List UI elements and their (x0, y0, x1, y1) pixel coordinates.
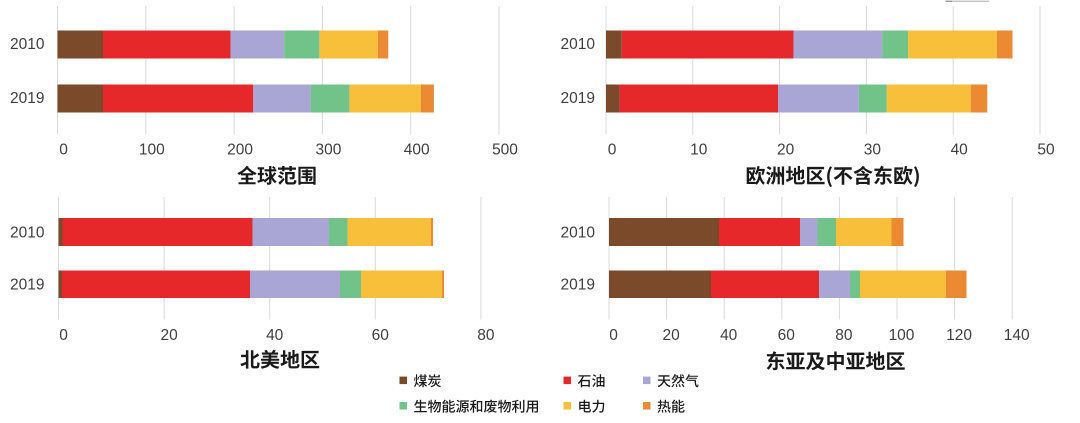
svg-text:2019: 2019 (10, 90, 44, 107)
svg-text:10: 10 (690, 142, 708, 159)
svg-text:120: 120 (946, 327, 972, 344)
svg-text:140: 140 (1004, 327, 1030, 344)
svg-text:400: 400 (404, 142, 430, 159)
svg-text:80: 80 (477, 327, 495, 344)
svg-text:0: 0 (59, 142, 68, 159)
svg-text:200: 200 (227, 142, 253, 159)
svg-text:100: 100 (889, 327, 915, 344)
svg-text:100: 100 (139, 142, 165, 159)
svg-text:2010: 2010 (10, 225, 45, 242)
svg-text:30: 30 (864, 142, 882, 159)
svg-text:500: 500 (492, 142, 518, 159)
svg-text:40: 40 (266, 327, 284, 344)
svg-text:0: 0 (609, 327, 618, 344)
svg-text:40: 40 (951, 142, 969, 159)
svg-text:0: 0 (59, 327, 68, 344)
svg-text:2010: 2010 (561, 36, 596, 53)
svg-text:80: 80 (835, 327, 853, 344)
svg-text:0: 0 (608, 142, 617, 159)
svg-text:2019: 2019 (561, 277, 595, 294)
svg-text:2019: 2019 (561, 90, 595, 107)
svg-text:2019: 2019 (10, 277, 44, 294)
svg-text:40: 40 (720, 327, 738, 344)
svg-text:20: 20 (160, 327, 178, 344)
svg-text:2010: 2010 (10, 36, 45, 53)
svg-text:50: 50 (1037, 142, 1055, 159)
svg-text:2010: 2010 (561, 225, 596, 242)
svg-text:60: 60 (778, 327, 796, 344)
svg-text:60: 60 (372, 327, 390, 344)
svg-text:300: 300 (315, 142, 341, 159)
svg-text:20: 20 (662, 327, 680, 344)
svg-text:20: 20 (777, 142, 795, 159)
